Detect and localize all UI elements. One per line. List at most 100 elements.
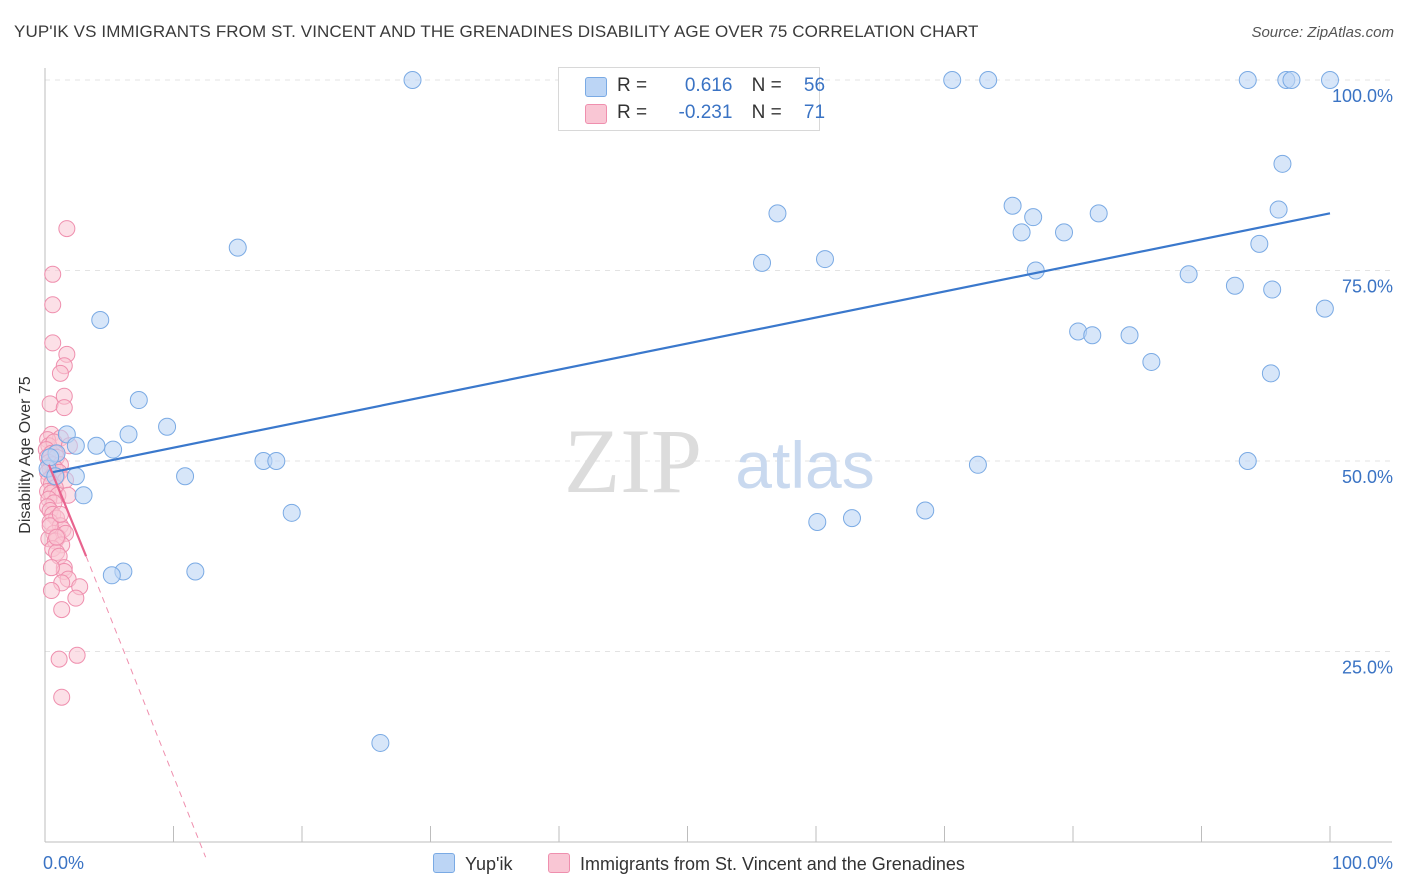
data-point-immigrants (53, 601, 71, 619)
data-point-yupik (1250, 234, 1269, 253)
data-point-yupik (1179, 265, 1198, 284)
chart-title: YUP'IK VS IMMIGRANTS FROM ST. VINCENT AN… (14, 22, 979, 41)
data-point-yupik (1282, 71, 1301, 89)
y-tick-label: 75.0% (1342, 277, 1393, 297)
data-point-yupik (228, 238, 247, 257)
data-point-yupik (768, 204, 787, 223)
data-point-immigrants (50, 650, 68, 668)
data-point-yupik (129, 391, 148, 410)
data-point-yupik (1120, 326, 1139, 345)
data-point-yupik (1055, 223, 1074, 242)
trend-line-immigrants-extension (85, 556, 207, 858)
data-point-immigrants (58, 220, 76, 238)
data-point-yupik (1012, 223, 1031, 242)
data-point-yupik (815, 250, 834, 269)
data-point-yupik (1321, 71, 1339, 89)
data-point-yupik (842, 509, 861, 528)
r-label: R = (617, 102, 648, 123)
y-tick-label: 25.0% (1342, 658, 1393, 678)
data-point-yupik (968, 455, 987, 474)
data-point-yupik (371, 733, 390, 752)
y-axis-label: Disability Age Over 75 (17, 376, 34, 534)
data-point-immigrants (44, 265, 62, 283)
data-point-immigrants (44, 334, 62, 352)
watermark-zip: ZIP (564, 410, 702, 512)
data-point-immigrants (48, 528, 66, 546)
n-value: 56 (803, 75, 826, 96)
data-point-yupik (753, 253, 772, 272)
n-label: N = (751, 102, 782, 123)
data-point-yupik (1263, 280, 1282, 299)
bottom-legend-swatch-blue (433, 853, 455, 873)
watermark-atlas: atlas (735, 428, 874, 502)
stats-legend: R = 0.616 N = 56 R = -0.231 N = 71 (558, 67, 825, 131)
data-point-yupik (1238, 71, 1257, 89)
data-point-yupik (1261, 364, 1280, 383)
data-point-yupik (943, 71, 962, 89)
data-point-yupik (66, 467, 85, 486)
y-tick-label: 50.0% (1342, 467, 1393, 487)
data-point-immigrants (42, 559, 60, 577)
data-point-yupik (1026, 261, 1045, 280)
data-point-immigrants (53, 688, 71, 706)
tick-labels: 25.0% 50.0% 75.0% 100.0% 0.0% 100.0% (43, 86, 1393, 873)
data-point-yupik (158, 417, 177, 436)
gridlines (45, 79, 1392, 652)
data-point-yupik (282, 503, 301, 522)
data-point-yupik (102, 566, 121, 585)
data-point-yupik (87, 436, 106, 455)
source-label: Source: ZipAtlas.com (1251, 24, 1394, 41)
r-value: -0.231 (678, 102, 733, 123)
axes (44, 68, 1392, 843)
n-value: 71 (803, 102, 826, 123)
data-point-yupik (41, 448, 60, 467)
data-point-yupik (1238, 452, 1257, 470)
series-yupik-points (38, 71, 1339, 752)
bottom-legend-immigrants: Immigrants from St. Vincent and the Gren… (548, 853, 965, 875)
bottom-legend-label: Yup'ik (465, 854, 513, 874)
r-label: R = (617, 75, 648, 96)
data-point-immigrants (42, 582, 60, 600)
data-point-yupik (186, 562, 205, 581)
bottom-legend-yupik: Yup'ik (433, 853, 512, 875)
data-point-yupik (74, 486, 93, 505)
data-point-yupik (1003, 196, 1022, 215)
data-point-yupik (1024, 208, 1043, 227)
y-tick-label: 100.0% (1332, 86, 1393, 106)
legend-text: R = -0.231 N = 71 (617, 102, 825, 124)
data-point-yupik (403, 71, 422, 89)
data-point-yupik (66, 436, 85, 455)
data-point-yupik (1089, 204, 1108, 223)
data-point-yupik (808, 512, 827, 531)
data-point-yupik (1315, 299, 1334, 318)
r-value: 0.616 (684, 75, 733, 96)
bottom-legend-swatch-pink (548, 853, 570, 873)
x-tick-label-min: 0.0% (43, 853, 84, 873)
data-point-immigrants (51, 364, 69, 382)
data-point-yupik (119, 425, 138, 444)
data-point-yupik (176, 467, 195, 486)
trend-line-yupik (51, 212, 1331, 474)
data-point-yupik (979, 71, 998, 89)
x-tick-label-max: 100.0% (1332, 853, 1393, 873)
data-point-immigrants (68, 646, 86, 664)
data-point-yupik (1142, 352, 1161, 371)
legend-swatch-pink (585, 104, 607, 124)
data-point-yupik (916, 501, 935, 520)
data-point-immigrants (44, 296, 62, 314)
n-label: N = (751, 75, 782, 96)
bottom-legend-label: Immigrants from St. Vincent and the Gren… (580, 854, 965, 874)
data-point-immigrants (41, 395, 59, 413)
trend-line-immigrants (47, 464, 88, 557)
data-point-yupik (1225, 276, 1244, 295)
data-point-yupik (1269, 200, 1288, 219)
data-point-immigrants (67, 589, 85, 607)
data-point-immigrants (55, 399, 73, 417)
data-point-yupik (91, 311, 110, 330)
data-point-yupik (1273, 154, 1292, 173)
legend-swatch-blue (585, 77, 607, 97)
trend-lines (47, 212, 1331, 858)
legend-text: R = 0.616 N = 56 (617, 75, 825, 97)
data-point-yupik (104, 440, 123, 459)
